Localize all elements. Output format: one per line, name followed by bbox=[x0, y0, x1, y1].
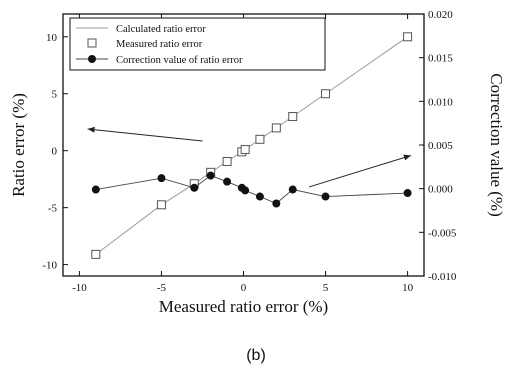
point-measured-ratio-error bbox=[222, 157, 232, 167]
point-correction-value bbox=[190, 183, 199, 192]
y2-axis-title: Correction value (%) bbox=[487, 73, 506, 217]
point-correction-value bbox=[223, 177, 232, 186]
point-correction-value bbox=[91, 185, 100, 194]
y2-tick-label: -0.010 bbox=[428, 271, 457, 283]
x-axis-title: Measured ratio error (%) bbox=[159, 297, 328, 316]
point-correction-value bbox=[272, 199, 281, 208]
point-correction-value bbox=[288, 185, 297, 194]
legend-label: Measured ratio error bbox=[116, 39, 203, 50]
data-layer bbox=[87, 32, 413, 259]
legend: Calculated ratio error Measured ratio err… bbox=[69, 17, 326, 71]
point-measured-ratio-error bbox=[271, 123, 281, 133]
y-tick-label: -10 bbox=[42, 260, 57, 272]
legend-box bbox=[69, 17, 326, 71]
point-correction-value bbox=[206, 171, 215, 180]
x-tick-label: 5 bbox=[323, 282, 329, 294]
legend-swatch-square bbox=[87, 38, 97, 48]
point-measured-ratio-error bbox=[288, 112, 298, 122]
point-correction-value bbox=[241, 186, 250, 195]
y-tick-label: 5 bbox=[52, 89, 58, 101]
point-measured-ratio-error bbox=[255, 134, 265, 144]
x-tick-label: -5 bbox=[157, 282, 167, 294]
series-line-correction-value bbox=[95, 175, 408, 205]
y-axis-title: Ratio error (%) bbox=[9, 93, 28, 197]
tick-layer: -10 -5 0 5 10 -10 -5 0 5 10 -0.010 -0.005 0.000 0.005… bbox=[42, 9, 457, 294]
point-measured-ratio-error bbox=[91, 249, 101, 259]
point-measured-ratio-error bbox=[240, 145, 250, 155]
point-measured-ratio-error bbox=[321, 89, 331, 99]
x-tick-label: -10 bbox=[72, 282, 87, 294]
y2-tick-label: 0.010 bbox=[428, 96, 453, 108]
chart: -10 -5 0 5 10 -10 -5 0 5 10 -0.010 -0.005 0.000 0.005… bbox=[9, 9, 506, 316]
annotation-arrow bbox=[308, 154, 412, 188]
legend-swatch-circle bbox=[88, 55, 96, 63]
point-measured-ratio-error bbox=[156, 200, 166, 210]
y-tick-label: 10 bbox=[46, 32, 58, 44]
point-correction-value bbox=[403, 189, 412, 198]
point-correction-value bbox=[157, 174, 166, 183]
y2-tick-label: -0.005 bbox=[428, 227, 457, 239]
x-tick-label: 0 bbox=[241, 282, 247, 294]
y2-tick-label: 0.005 bbox=[428, 140, 453, 152]
y-tick-label: 0 bbox=[52, 146, 58, 158]
point-correction-value bbox=[321, 192, 330, 201]
y-tick-label: -5 bbox=[48, 203, 58, 215]
y2-tick-label: 0.020 bbox=[428, 9, 453, 21]
annotation-arrow bbox=[87, 126, 203, 142]
point-correction-value bbox=[255, 192, 264, 201]
y2-tick-label: 0.015 bbox=[428, 53, 453, 65]
point-measured-ratio-error bbox=[403, 32, 413, 42]
x-tick-label: 10 bbox=[402, 282, 414, 294]
y2-tick-label: 0.000 bbox=[428, 184, 453, 196]
figure-caption: (b) bbox=[246, 347, 266, 364]
legend-label: Calculated ratio error bbox=[116, 24, 206, 35]
legend-label: Correction value of ratio error bbox=[116, 55, 243, 66]
